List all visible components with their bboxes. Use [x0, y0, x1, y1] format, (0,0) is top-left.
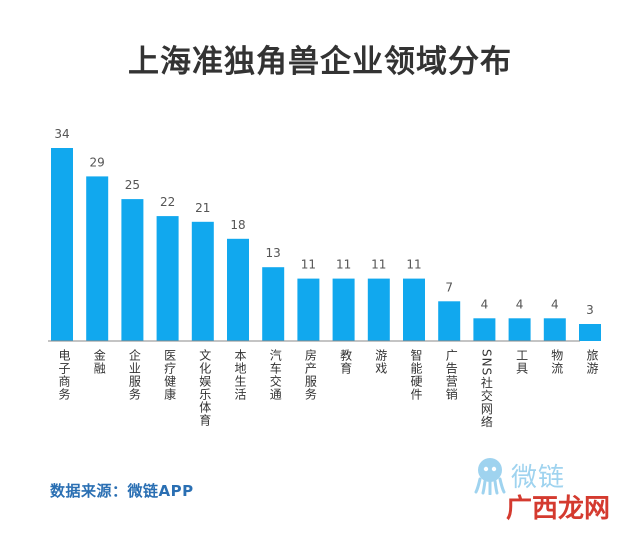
data-label: 7: [445, 280, 453, 294]
octopus-icon: [474, 458, 506, 495]
bar: [473, 318, 496, 341]
data-label: 21: [195, 201, 210, 215]
data-label: 11: [301, 258, 316, 272]
category-label: 本地生活: [233, 349, 247, 401]
category-label: SNS社交网络: [479, 349, 493, 428]
bar: [403, 278, 425, 341]
category-label: 旅游: [585, 349, 599, 375]
data-label: 11: [336, 258, 351, 272]
bar: [543, 318, 566, 341]
data-label: 11: [406, 258, 421, 272]
data-label: 29: [90, 155, 105, 169]
data-label: 18: [230, 218, 245, 232]
category-label: 教育: [339, 348, 353, 375]
data-label: 25: [125, 178, 140, 192]
category-label: 智能硬件: [409, 348, 423, 401]
data-label: 11: [371, 258, 386, 272]
bar: [508, 318, 531, 341]
site-watermark: 广西龙网: [506, 494, 611, 524]
bar: [156, 216, 179, 341]
category-label: 汽车交通: [268, 348, 282, 401]
source-note: 数据来源：微链APP: [50, 482, 194, 500]
category-label: 广告营销: [444, 349, 458, 401]
category-label: 金融: [92, 348, 106, 375]
category-label: 物流: [550, 349, 564, 375]
data-label: 4: [551, 297, 559, 311]
data-label: 13: [266, 246, 281, 260]
category-label: 文化娱乐体育: [198, 348, 212, 427]
category-label: 医疗健康: [163, 349, 177, 401]
data-label: 3: [586, 303, 594, 317]
category-label: 游戏: [374, 349, 388, 375]
bar: [262, 267, 285, 341]
category-label: 工具: [515, 349, 529, 375]
bar: [191, 221, 214, 341]
category-label: 企业服务: [127, 348, 141, 401]
data-label: 34: [54, 127, 69, 141]
wechain-logo: 微链: [473, 455, 565, 495]
category-label: 房产服务: [303, 348, 317, 401]
data-label: 4: [481, 297, 489, 311]
data-label: 4: [516, 297, 524, 311]
bar: [438, 301, 461, 341]
bar: [86, 176, 109, 341]
category-label: 电子商务: [57, 349, 71, 401]
wechain-logo-text: 微链: [511, 462, 566, 493]
bar: [121, 199, 144, 341]
bar: [297, 278, 320, 341]
chart-title: 上海准独角兽企业领域分布: [128, 44, 512, 80]
bar: [51, 148, 73, 341]
bar: [367, 278, 390, 341]
bar: [332, 278, 355, 341]
bar: [227, 238, 249, 341]
data-label: 22: [160, 195, 175, 209]
bar: [579, 324, 601, 341]
